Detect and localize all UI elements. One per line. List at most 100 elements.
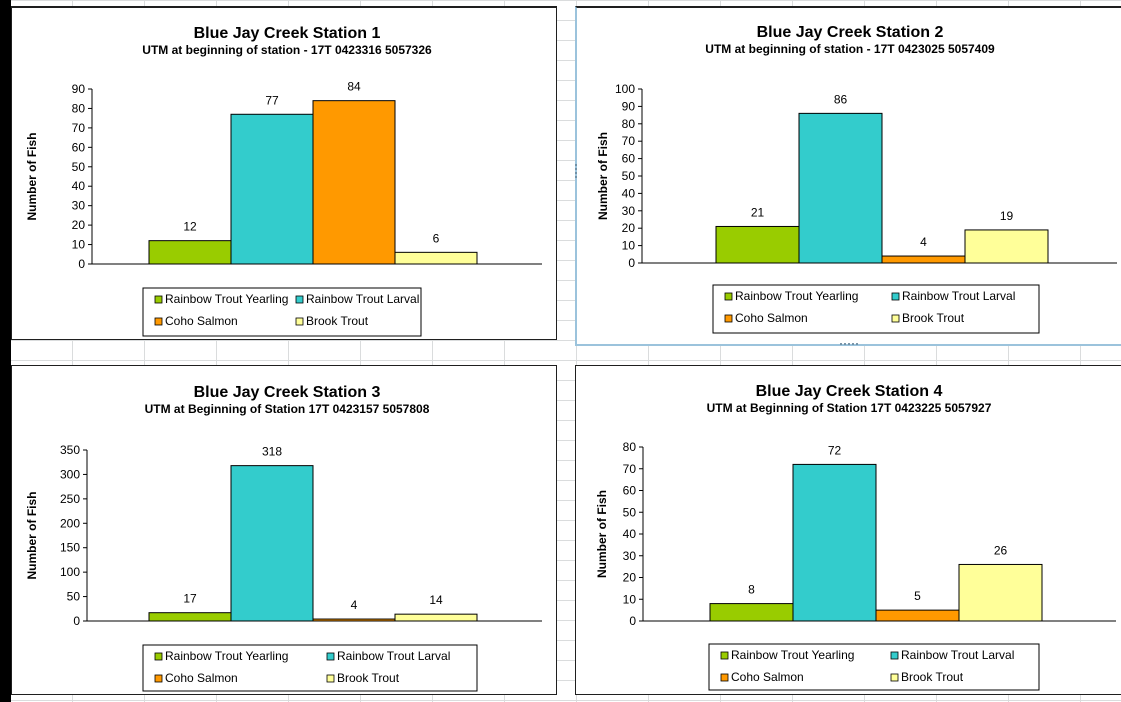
y-axis-label: Number of Fish bbox=[25, 491, 39, 579]
y-axis-label: Number of Fish bbox=[596, 132, 610, 220]
chart-subtitle: UTM at Beginning of Station 17T 0423157 … bbox=[145, 402, 430, 416]
data-label: 21 bbox=[751, 205, 765, 219]
legend-label: Coho Salmon bbox=[735, 311, 808, 325]
legend-swatch bbox=[154, 317, 163, 326]
legend-swatch bbox=[326, 652, 335, 661]
legend-box bbox=[142, 644, 478, 692]
window-left-edge bbox=[0, 0, 11, 702]
bar-2 bbox=[230, 465, 314, 622]
data-label: 318 bbox=[262, 445, 282, 459]
legend-swatch bbox=[891, 292, 900, 301]
legend-swatch bbox=[890, 651, 899, 660]
y-tick-label: 30 bbox=[72, 199, 86, 213]
data-label: 26 bbox=[994, 543, 1008, 557]
bar-3 bbox=[881, 255, 966, 264]
legend-label: Rainbow Trout Yearling bbox=[731, 648, 854, 662]
data-label: 5 bbox=[914, 589, 921, 603]
legend-label: Brook Trout bbox=[901, 670, 964, 684]
bar-2 bbox=[798, 112, 883, 264]
y-tick-label: 40 bbox=[622, 186, 636, 200]
data-label: 14 bbox=[429, 593, 443, 607]
y-tick-label: 300 bbox=[60, 467, 80, 481]
chart-panel-station-4[interactable]: Blue Jay Creek Station 4 UTM at Beginning… bbox=[575, 365, 1121, 695]
legend-box bbox=[712, 284, 1040, 334]
y-tick-label: 80 bbox=[622, 117, 636, 131]
data-label: 86 bbox=[834, 92, 848, 106]
y-tick-label: 70 bbox=[72, 121, 86, 135]
data-label: 84 bbox=[347, 80, 361, 94]
legend-label: Coho Salmon bbox=[165, 671, 238, 685]
y-tick-label: 100 bbox=[60, 565, 80, 579]
chart-title: Blue Jay Creek Station 4 bbox=[756, 383, 943, 400]
legend-label: Coho Salmon bbox=[731, 670, 804, 684]
y-tick-label: 60 bbox=[622, 152, 636, 166]
data-label: 8 bbox=[748, 583, 755, 597]
data-label: 4 bbox=[351, 598, 358, 612]
bar-4 bbox=[394, 251, 478, 265]
chart-title: Blue Jay Creek Station 1 bbox=[194, 25, 381, 42]
bar-4 bbox=[964, 229, 1049, 264]
data-label: 6 bbox=[433, 231, 440, 245]
y-tick-label: 40 bbox=[72, 179, 86, 193]
y-tick-label: 10 bbox=[72, 238, 86, 252]
chart-title: Blue Jay Creek Station 2 bbox=[757, 24, 944, 41]
y-tick-label: 90 bbox=[72, 82, 86, 96]
bar-2 bbox=[792, 463, 877, 622]
legend-swatch bbox=[891, 314, 900, 323]
legend-box bbox=[708, 643, 1040, 691]
y-tick-label: 0 bbox=[78, 257, 85, 271]
y-tick-label: 250 bbox=[60, 492, 80, 506]
data-label: 4 bbox=[920, 235, 927, 249]
y-tick-label: 200 bbox=[60, 516, 80, 530]
legend-label: Brook Trout bbox=[337, 671, 400, 685]
legend-label: Rainbow Trout Yearling bbox=[165, 649, 288, 663]
resize-handle-bottom[interactable] bbox=[839, 342, 859, 346]
data-label: 77 bbox=[265, 93, 279, 107]
y-tick-label: 30 bbox=[623, 549, 637, 563]
legend-swatch bbox=[295, 317, 304, 326]
y-tick-label: 50 bbox=[72, 160, 86, 174]
legend-label: Rainbow Trout Larval bbox=[902, 289, 1015, 303]
bar-3 bbox=[875, 609, 960, 622]
legend-label: Rainbow Trout Yearling bbox=[165, 292, 288, 306]
legend-label: Rainbow Trout Larval bbox=[901, 648, 1014, 662]
resize-handle-left[interactable] bbox=[574, 163, 578, 179]
y-tick-label: 0 bbox=[628, 256, 635, 270]
y-tick-label: 90 bbox=[622, 99, 636, 113]
y-tick-label: 80 bbox=[72, 101, 86, 115]
legend-swatch bbox=[154, 674, 163, 683]
legend-swatch bbox=[724, 292, 733, 301]
y-tick-label: 0 bbox=[73, 614, 80, 628]
y-tick-label: 20 bbox=[623, 571, 637, 585]
y-tick-label: 70 bbox=[622, 134, 636, 148]
bar-1 bbox=[709, 603, 794, 622]
y-axis-label: Number of Fish bbox=[25, 132, 39, 220]
data-label: 72 bbox=[828, 443, 842, 457]
y-tick-label: 50 bbox=[623, 505, 637, 519]
bar-3 bbox=[312, 100, 396, 265]
y-tick-label: 0 bbox=[629, 614, 636, 628]
legend-box bbox=[142, 287, 422, 337]
chart-panel-station-1[interactable]: Blue Jay Creek Station 1 UTM at beginning… bbox=[11, 6, 557, 340]
chart-subtitle: UTM at Beginning of Station 17T 0423225 … bbox=[707, 401, 992, 415]
y-tick-label: 50 bbox=[622, 169, 636, 183]
y-tick-label: 150 bbox=[60, 541, 80, 555]
chart-panel-station-3[interactable]: Blue Jay Creek Station 3 UTM at Beginning… bbox=[11, 365, 557, 695]
legend-label: Rainbow Trout Larval bbox=[306, 292, 419, 306]
y-tick-label: 30 bbox=[622, 204, 636, 218]
legend-swatch bbox=[154, 652, 163, 661]
y-tick-label: 10 bbox=[623, 592, 637, 606]
data-label: 17 bbox=[183, 592, 197, 606]
bar-1 bbox=[148, 612, 232, 622]
legend-label: Rainbow Trout Yearling bbox=[735, 289, 858, 303]
bar-2 bbox=[230, 113, 314, 265]
legend-label: Brook Trout bbox=[902, 311, 965, 325]
chart-panel-station-2[interactable]: Blue Jay Creek Station 2 UTM at beginning… bbox=[574, 6, 1121, 346]
y-axis-label: Number of Fish bbox=[595, 490, 609, 578]
bar-4 bbox=[394, 613, 478, 622]
legend-swatch bbox=[724, 314, 733, 323]
legend-swatch bbox=[720, 651, 729, 660]
y-tick-label: 100 bbox=[615, 82, 635, 96]
